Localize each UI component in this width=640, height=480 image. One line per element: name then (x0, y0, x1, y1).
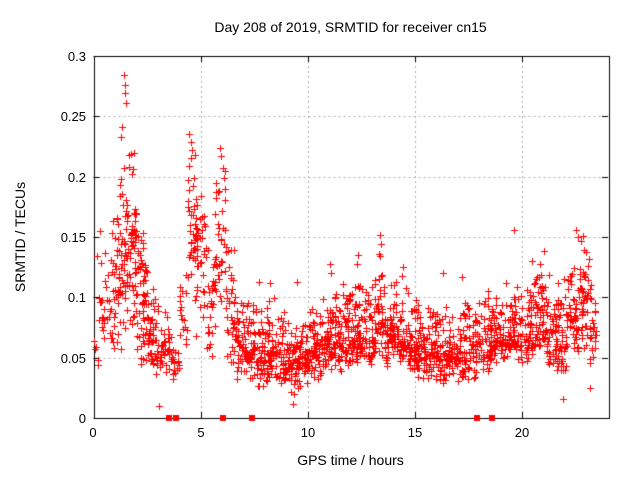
x-tick-label: 20 (514, 425, 530, 440)
y-tick-label: 0.25 (60, 109, 86, 124)
y-tick-label: 0.2 (67, 170, 86, 185)
x-tick-label: 5 (197, 425, 205, 440)
y-tick-label: 0.15 (60, 230, 86, 245)
y-axis-label: SRMTID / TECUs (12, 181, 28, 293)
x-tick-label: 0 (89, 425, 97, 440)
y-tick-label: 0.05 (60, 351, 86, 366)
y-tick-label: 0 (78, 411, 86, 426)
x-tick-label: 15 (407, 425, 423, 440)
x-axis-label: GPS time / hours (297, 452, 404, 468)
x-tick-label: 10 (300, 425, 316, 440)
chart-title: Day 208 of 2019, SRMTID for receiver cn1… (214, 19, 487, 35)
y-tick-label: 0.3 (67, 49, 86, 64)
y-tick-label: 0.1 (67, 290, 86, 305)
